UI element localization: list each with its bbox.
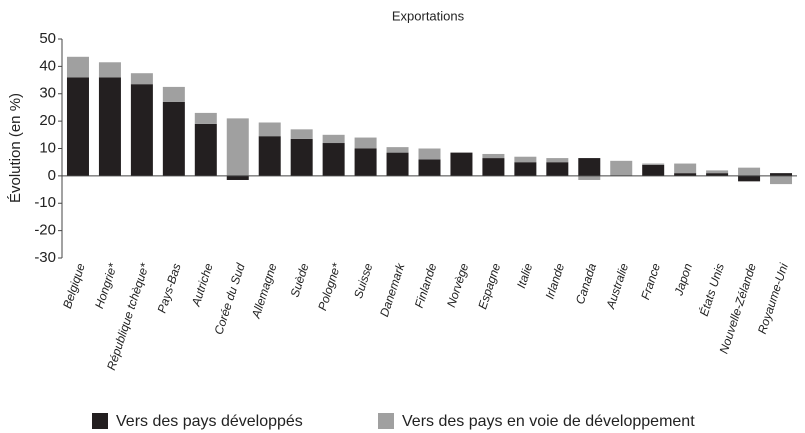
bar-segment (706, 170, 729, 174)
bar-segment (450, 152, 473, 176)
bar-segment (226, 175, 249, 180)
bar-segment (290, 129, 313, 139)
bar-segment (418, 148, 441, 160)
x-tick-label: Italie (514, 261, 535, 290)
bar-segment (514, 156, 537, 163)
x-tick-label: Canada (573, 261, 599, 306)
x-tick-label: Japon (671, 261, 695, 298)
bar-segment (162, 101, 185, 176)
bar-segment (66, 56, 89, 78)
x-tick-label: Espagne (475, 261, 503, 311)
x-tick-label: Pologne* (315, 261, 343, 312)
y-tick-label: 40 (39, 57, 56, 74)
bar-segment (322, 134, 345, 144)
bar-segment (130, 73, 153, 85)
bar-segment (354, 137, 377, 149)
y-tick-label: 30 (39, 85, 56, 102)
bar-segment (642, 164, 665, 176)
bar-segment (738, 175, 761, 182)
x-tick-label: Pays-Bas (155, 262, 184, 315)
bar-segment (770, 173, 793, 176)
y-tick-label: -30 (34, 249, 56, 266)
x-tick-label: Norvège (444, 261, 471, 309)
x-tick-label: Belgique (60, 261, 88, 310)
x-tick-label: Royaume-Uni (755, 261, 791, 335)
bar-segment (354, 148, 377, 176)
bar-segment (514, 162, 537, 176)
bar-segment (546, 162, 569, 176)
bar-segment (418, 159, 441, 176)
x-tick-label: Irlande (543, 261, 568, 301)
bar-segment (258, 122, 281, 137)
bar-segment (642, 163, 665, 165)
x-tick-label: Hongrie* (92, 261, 120, 310)
bar-segment (226, 118, 249, 176)
bar-segment (546, 158, 569, 163)
x-tick-label: Corée du Sud (211, 261, 247, 336)
bar-segment (578, 158, 601, 176)
bar-segment (194, 112, 217, 124)
bar-segment (194, 123, 217, 176)
x-tick-label: Suède (288, 261, 312, 299)
bar-segment (162, 86, 185, 102)
x-tick-label: États Unis (696, 261, 727, 318)
bar-segment (98, 62, 121, 78)
x-tick-label: Autriche (188, 261, 215, 308)
chart-title: Exportations (392, 8, 465, 23)
bar-segment (738, 167, 761, 176)
legend-label: Vers des pays en voie de développement (402, 413, 695, 430)
y-tick-label: 50 (39, 30, 56, 47)
bar-segment (386, 152, 409, 176)
x-tick-label: Finlande (412, 261, 440, 309)
y-tick-label: 0 (48, 167, 56, 184)
y-axis-label: Évolution (en %) (7, 93, 24, 203)
bar-segment (674, 173, 697, 176)
bar-segment (322, 143, 345, 176)
x-tick-label: Australie (603, 261, 631, 311)
legend-swatch (378, 413, 394, 429)
bar-segment (610, 160, 633, 176)
y-tick-label: 10 (39, 139, 56, 156)
bar-segment (482, 158, 505, 176)
bar-segment (770, 175, 793, 185)
x-tick-label: Allemagne (248, 261, 279, 321)
bar-segment (386, 147, 409, 153)
bar-segment (98, 77, 121, 176)
bar-segment (290, 138, 313, 176)
x-tick-label: Danemark (377, 261, 408, 319)
legend-label: Vers des pays développés (116, 413, 303, 430)
x-tick-label: Suisse (351, 261, 376, 300)
bar-segment (130, 84, 153, 176)
bar-segment (674, 163, 697, 174)
y-tick-label: -20 (34, 222, 56, 239)
y-tick-label: 20 (39, 112, 56, 129)
bar-segment (706, 173, 729, 176)
bar-segment (578, 175, 601, 180)
x-tick-label: France (638, 261, 663, 301)
bar-segment (66, 77, 89, 176)
y-tick-label: -10 (34, 194, 56, 211)
bar-segment (258, 136, 281, 176)
legend-swatch (92, 413, 108, 429)
bar-segment (482, 153, 505, 159)
